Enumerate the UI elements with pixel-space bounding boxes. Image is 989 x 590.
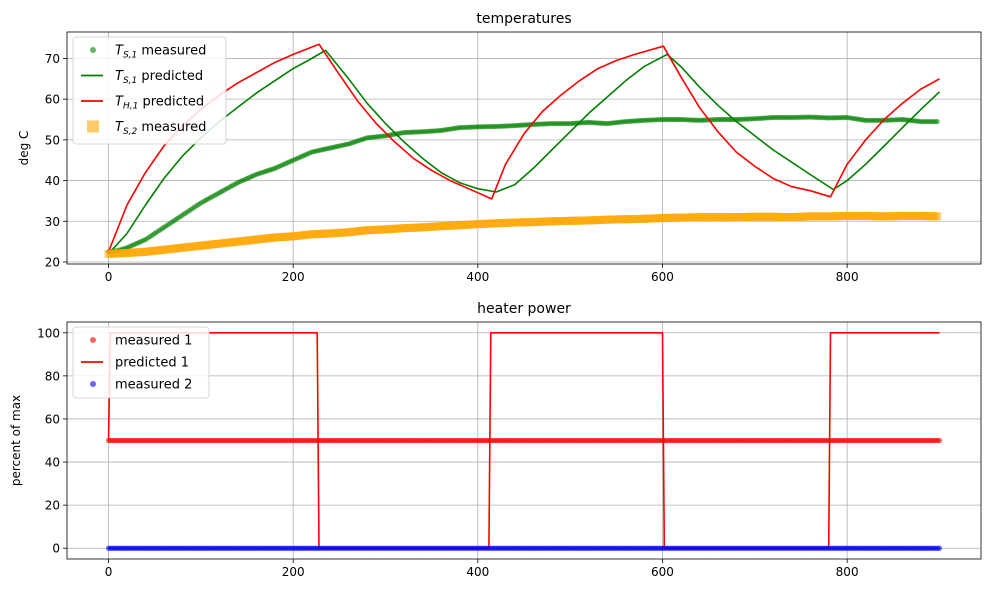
x-tick-label: 400 bbox=[466, 565, 489, 579]
plot-frame bbox=[66, 321, 982, 560]
legend-label: TS,2 measured bbox=[115, 120, 206, 137]
x-tick-label: 600 bbox=[651, 565, 674, 579]
legend-label-main: T bbox=[115, 95, 124, 110]
legend-label-main: measured 1 bbox=[115, 334, 192, 349]
legend-label-main: predicted 1 bbox=[115, 356, 189, 371]
scatter-marker bbox=[936, 545, 943, 551]
x-tick-label: 200 bbox=[282, 565, 305, 579]
legend-label-suffix: predicted bbox=[137, 69, 203, 84]
series-line bbox=[107, 331, 940, 550]
y-tick-label: 40 bbox=[45, 456, 60, 470]
legend-label-suffix: measured bbox=[137, 44, 206, 59]
series-line bbox=[107, 49, 941, 255]
legend-label-main: T bbox=[115, 69, 124, 84]
scatter-series bbox=[105, 437, 943, 444]
legend-square-marker bbox=[87, 120, 99, 133]
legend-dot-marker bbox=[90, 47, 96, 53]
legend-label: measured 2 bbox=[115, 378, 192, 393]
y-tick-label: 80 bbox=[45, 369, 60, 383]
y-axis-label: percent of max bbox=[9, 395, 23, 486]
legend-label: TS,1 measured bbox=[115, 44, 206, 61]
series-line bbox=[107, 43, 940, 253]
y-tick-label: 100 bbox=[37, 326, 60, 340]
heater-power-panel: 0 200 400 600 800 0 20 40 60 80 100 heater power per… bbox=[9, 301, 982, 579]
legend-dot-marker bbox=[90, 337, 96, 343]
panel-title: temperatures bbox=[476, 11, 571, 27]
legend-label: TS,1 predicted bbox=[115, 69, 203, 86]
legend-label-suffix: measured bbox=[137, 120, 206, 135]
data-layer bbox=[105, 331, 943, 551]
y-tick-label: 30 bbox=[45, 215, 60, 229]
y-tick-label: 70 bbox=[45, 52, 60, 66]
y-tick-label: 60 bbox=[45, 412, 60, 426]
panel-title: heater power bbox=[477, 301, 571, 317]
legend-label-main: T bbox=[115, 120, 124, 135]
legend-box bbox=[72, 326, 210, 399]
y-tick-label: 50 bbox=[45, 133, 60, 147]
x-tick-label: 0 bbox=[105, 270, 113, 284]
x-tick-label: 0 bbox=[105, 565, 113, 579]
legend-label: TH,1 predicted bbox=[115, 95, 204, 112]
scatter-series bbox=[105, 545, 943, 551]
legend-label-sub: H,1 bbox=[123, 102, 138, 112]
legend-label-main: T bbox=[115, 44, 124, 59]
y-tick-label: 20 bbox=[45, 499, 60, 513]
x-tick-label: 600 bbox=[651, 270, 674, 284]
y-tick-label: 60 bbox=[45, 93, 60, 107]
x-tick-label: 400 bbox=[466, 270, 489, 284]
scatter-marker bbox=[936, 437, 943, 444]
x-tick-label: 200 bbox=[282, 270, 305, 284]
legend-label-suffix: predicted bbox=[138, 95, 204, 110]
temperatures-panel: 0 200 400 600 800 20 30 40 50 60 70 temperatures deg… bbox=[17, 11, 982, 284]
y-tick-label: 0 bbox=[52, 542, 60, 556]
x-tick-label: 800 bbox=[836, 270, 859, 284]
legend-label-sub: S,2 bbox=[123, 127, 138, 137]
scatter-series bbox=[104, 211, 942, 258]
legend-label-sub: S,1 bbox=[123, 51, 137, 61]
legend-dot-marker bbox=[90, 381, 96, 387]
x-tick-label: 800 bbox=[836, 565, 859, 579]
data-layer bbox=[104, 43, 942, 258]
legend-label: measured 1 bbox=[115, 334, 192, 349]
scatter-marker bbox=[934, 118, 940, 125]
y-tick-label: 20 bbox=[45, 255, 60, 269]
y-tick-label: 40 bbox=[45, 174, 60, 188]
y-axis-label: deg C bbox=[17, 131, 31, 166]
plot-frame bbox=[66, 31, 982, 265]
legend-label-main: measured 2 bbox=[115, 378, 192, 393]
legend-label-sub: S,1 bbox=[123, 76, 137, 86]
scatter-marker bbox=[933, 212, 942, 221]
legend-label: predicted 1 bbox=[115, 356, 189, 371]
legend-box bbox=[72, 36, 227, 145]
